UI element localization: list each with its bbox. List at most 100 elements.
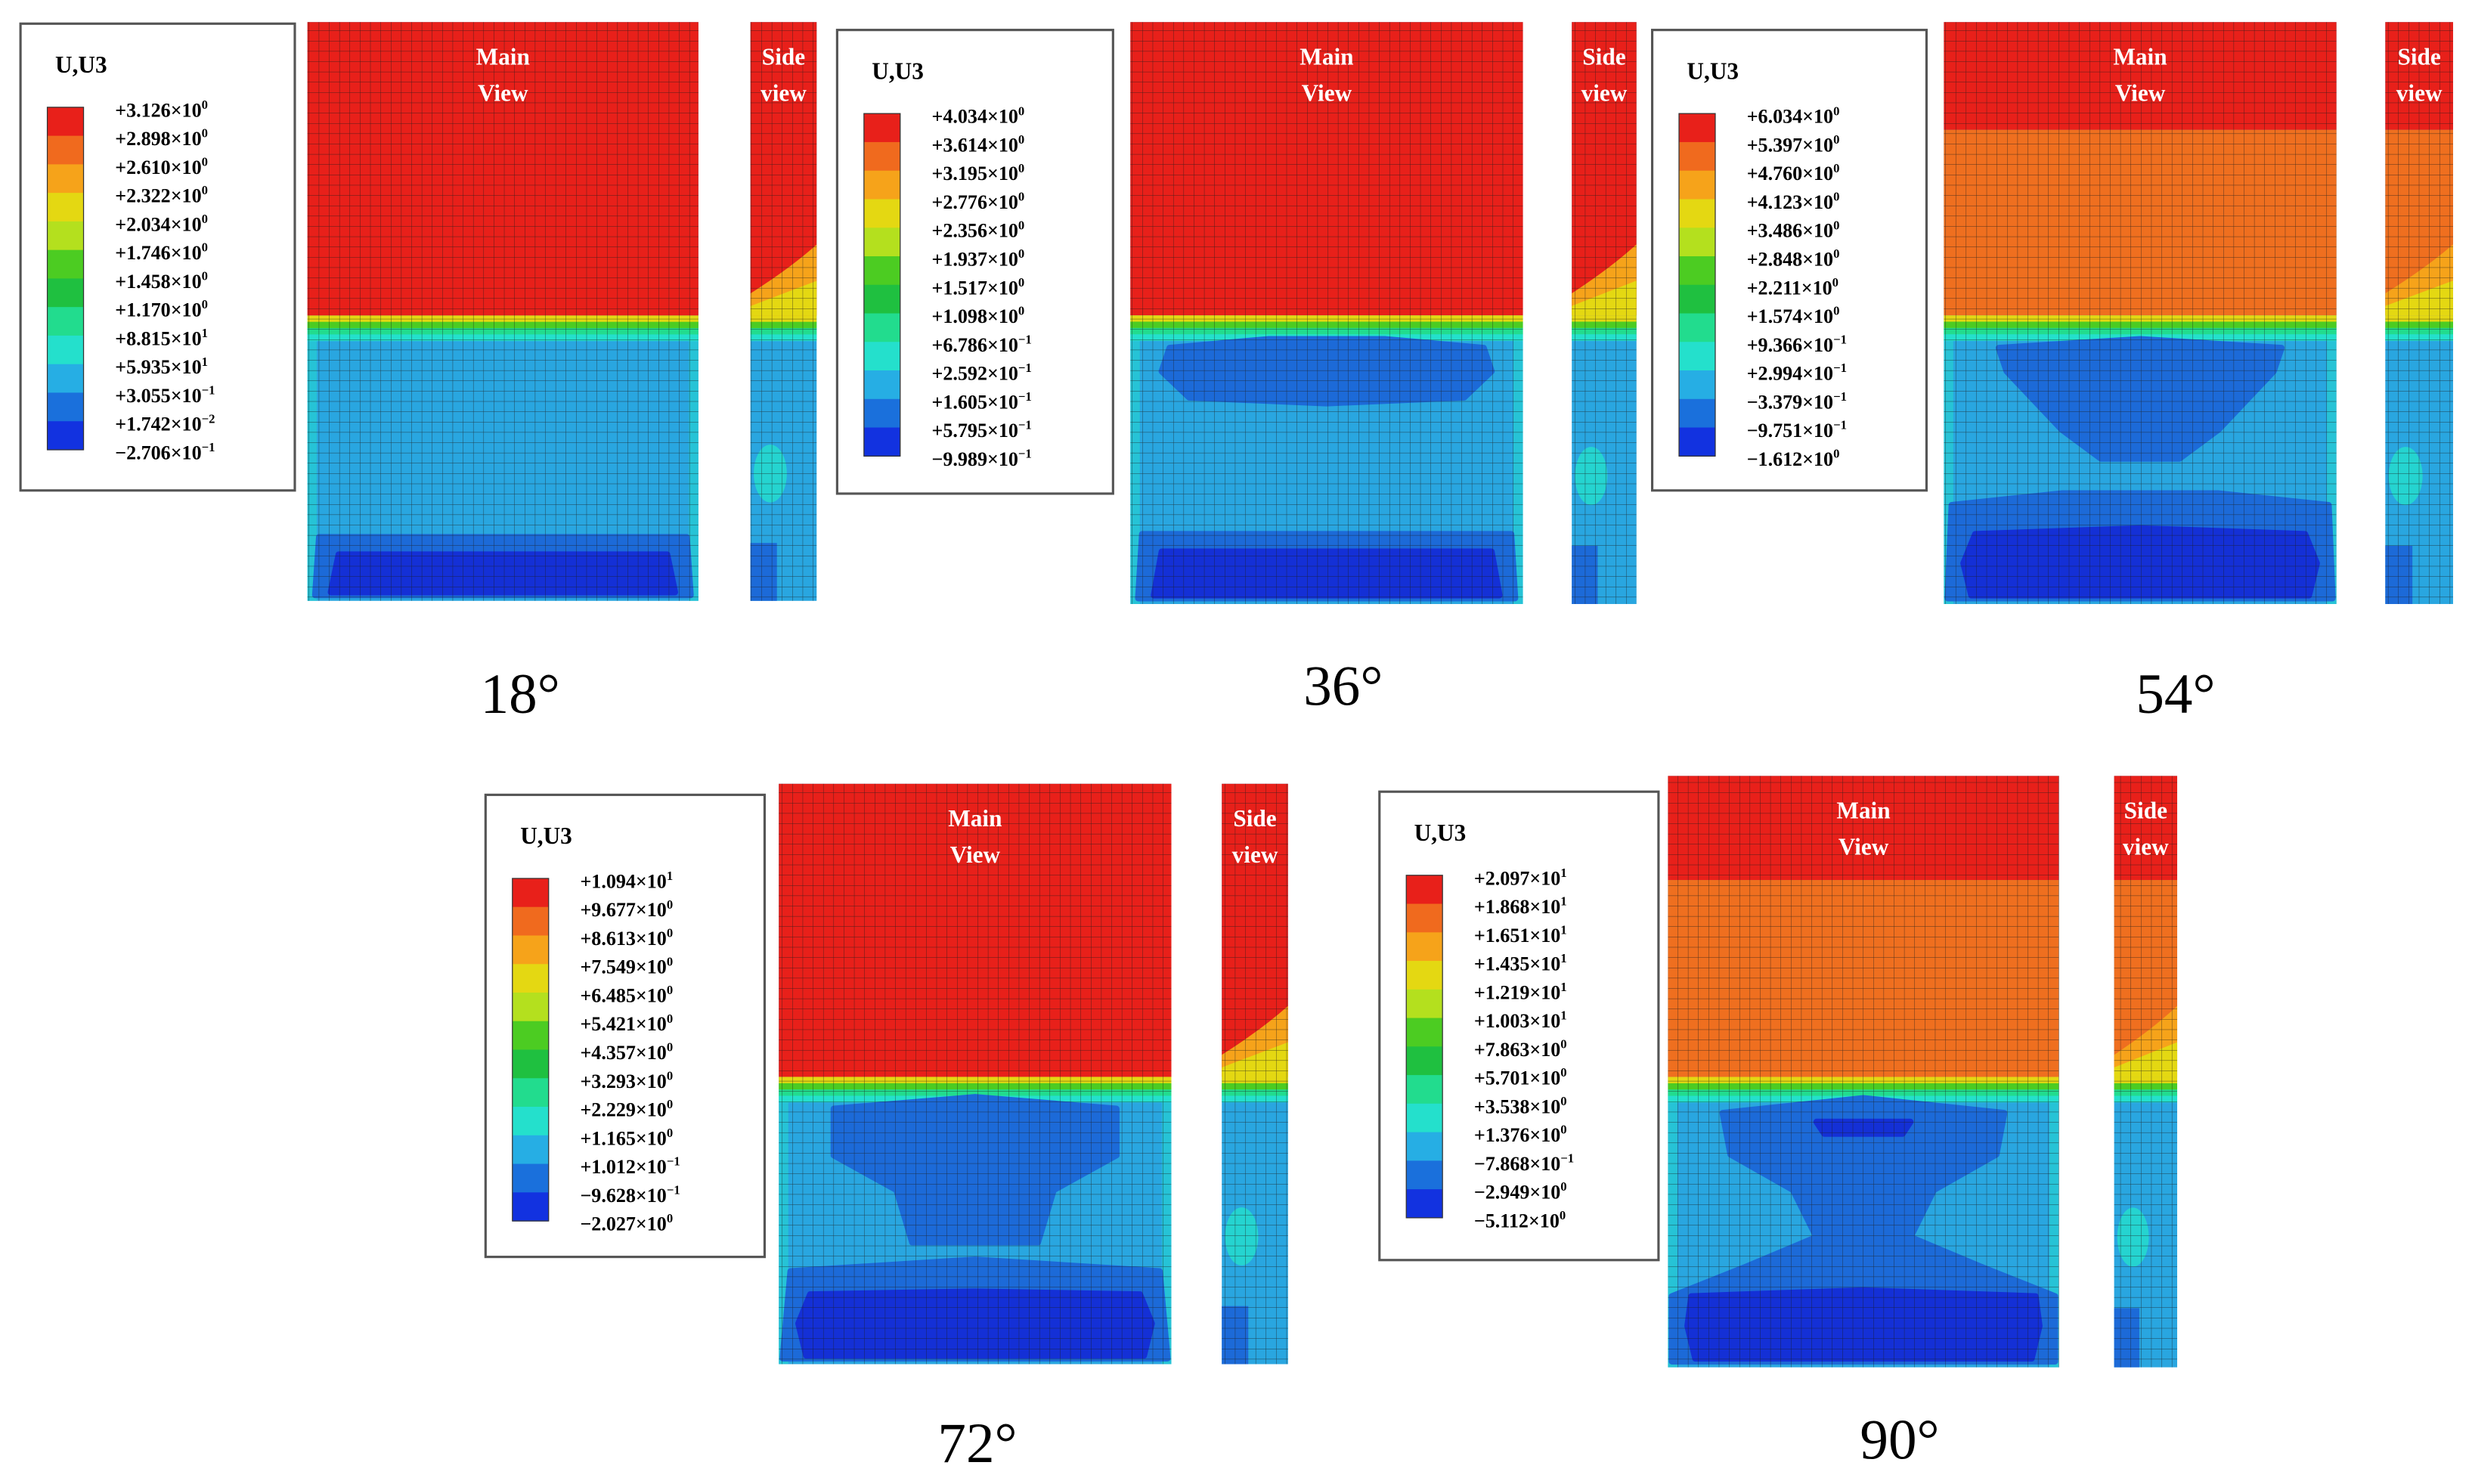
legend-exponent: −1 bbox=[1560, 1151, 1574, 1165]
legend-exponent: 0 bbox=[667, 926, 673, 940]
legend-mantissa: +2.776×10 bbox=[932, 191, 1018, 213]
result-panel: U,U3+3.126×100+2.898×100+2.610×100+2.322… bbox=[19, 22, 817, 726]
legend-swatch bbox=[512, 1021, 549, 1051]
legend-mantissa: +3.126×10 bbox=[115, 99, 201, 121]
legend-label: +1.219×101 bbox=[1474, 980, 1567, 1003]
legend-exponent: −1 bbox=[1018, 361, 1032, 375]
legend-mantissa: +3.486×10 bbox=[1747, 220, 1833, 242]
legend-exponent: 0 bbox=[202, 154, 208, 169]
main-view: Main View bbox=[1130, 22, 1523, 604]
legend-swatch bbox=[1406, 1046, 1443, 1076]
legend-exponent: 0 bbox=[667, 1211, 673, 1225]
main-view: Main View bbox=[1944, 22, 2337, 604]
legend-mantissa: +4.357×10 bbox=[580, 1042, 666, 1064]
legend-title: U,U3 bbox=[1414, 819, 1467, 846]
legend-swatch bbox=[1679, 170, 1715, 200]
legend-swatch bbox=[863, 113, 900, 143]
legend-swatch bbox=[863, 256, 900, 286]
legend-exponent: 1 bbox=[1560, 866, 1566, 880]
legend-mantissa: +2.592×10 bbox=[932, 363, 1018, 385]
side-mesh bbox=[2385, 22, 2453, 604]
legend-label: +1.435×101 bbox=[1474, 951, 1567, 974]
legend-exponent: 0 bbox=[1560, 1123, 1566, 1137]
side-mesh bbox=[2114, 776, 2178, 1368]
legend-swatch bbox=[512, 1078, 549, 1108]
legend-exponent: −1 bbox=[667, 1154, 680, 1169]
legend-label: +8.613×100 bbox=[580, 926, 673, 950]
legend-label: −2.706×10−1 bbox=[115, 440, 215, 463]
legend-label: +3.126×100 bbox=[115, 98, 208, 121]
legend-exponent: 0 bbox=[667, 954, 673, 968]
legend-label: +8.815×101 bbox=[115, 326, 208, 349]
legend-label: +1.651×101 bbox=[1474, 922, 1567, 946]
legend-swatch bbox=[512, 1192, 549, 1222]
angle-caption: 90° bbox=[1860, 1409, 1939, 1472]
legend-swatch bbox=[863, 398, 900, 429]
legend-mantissa: −2.949×10 bbox=[1474, 1182, 1560, 1204]
angle-caption: 18° bbox=[481, 663, 560, 726]
legend: U,U3+4.034×100+3.614×100+3.195×100+2.776… bbox=[835, 29, 1114, 495]
legend-exponent: 1 bbox=[202, 355, 208, 369]
legend-mantissa: +2.610×10 bbox=[115, 156, 201, 178]
legend-mantissa: −9.628×10 bbox=[580, 1185, 666, 1207]
legend-swatch bbox=[1679, 228, 1715, 257]
legend-exponent: −1 bbox=[202, 383, 215, 398]
legend-mantissa: +1.219×10 bbox=[1474, 981, 1560, 1003]
legend-label: +9.366×10−1 bbox=[1747, 332, 1847, 355]
legend-swatch bbox=[1679, 113, 1715, 143]
legend-mantissa: +1.098×10 bbox=[932, 305, 1018, 327]
legend-exponent: 1 bbox=[1560, 951, 1566, 965]
result-panel: U,U3+4.034×100+3.614×100+3.195×100+2.776… bbox=[835, 22, 1637, 717]
main-view-label: Main bbox=[1300, 44, 1353, 70]
legend-swatch bbox=[512, 964, 549, 993]
legend-label: +3.538×100 bbox=[1474, 1094, 1567, 1117]
legend-exponent: 0 bbox=[202, 126, 208, 141]
legend-label: +5.935×101 bbox=[115, 355, 208, 378]
legend-label: −9.751×10−1 bbox=[1747, 418, 1847, 441]
legend-exponent: 0 bbox=[202, 297, 208, 311]
legend-mantissa: +2.211×10 bbox=[1747, 277, 1832, 299]
legend-swatch bbox=[47, 107, 84, 137]
legend-title: U,U3 bbox=[520, 823, 572, 849]
legend-exponent: −1 bbox=[202, 440, 215, 454]
legend-swatch bbox=[1406, 961, 1443, 990]
legend-label: +1.376×100 bbox=[1474, 1123, 1567, 1146]
legend-label: +7.549×100 bbox=[580, 954, 673, 977]
legend-mantissa: +2.848×10 bbox=[1747, 249, 1833, 271]
side-view-label: Side bbox=[762, 44, 805, 70]
legend-swatch bbox=[47, 335, 84, 365]
legend-exponent: 0 bbox=[667, 1012, 673, 1026]
legend-mantissa: +1.605×10 bbox=[932, 391, 1018, 413]
legend-exponent: 1 bbox=[1560, 1008, 1566, 1023]
legend-label: +2.097×101 bbox=[1474, 866, 1567, 889]
legend-mantissa: +1.012×10 bbox=[580, 1156, 666, 1178]
legend-exponent: 1 bbox=[202, 326, 208, 340]
legend-label: −2.027×100 bbox=[580, 1211, 673, 1235]
main-view-label: View bbox=[950, 841, 1001, 868]
main-view-label: View bbox=[478, 80, 528, 107]
legend-mantissa: +6.034×10 bbox=[1747, 106, 1833, 128]
legend-exponent: 0 bbox=[667, 1068, 673, 1083]
legend-label: −3.379×10−1 bbox=[1747, 389, 1847, 413]
angle-caption: 72° bbox=[937, 1412, 1017, 1475]
side-view: Side view bbox=[750, 22, 817, 601]
legend-mantissa: +1.517×10 bbox=[932, 277, 1018, 299]
legend-label: +2.356×100 bbox=[932, 218, 1025, 241]
legend-mantissa: +1.937×10 bbox=[932, 249, 1018, 271]
legend-swatch bbox=[863, 342, 900, 371]
legend-swatch bbox=[47, 392, 84, 422]
legend-swatch bbox=[1679, 199, 1715, 228]
legend-exponent: −1 bbox=[1833, 418, 1847, 432]
legend-label: +1.742×10−2 bbox=[115, 411, 215, 435]
legend-swatch bbox=[863, 228, 900, 257]
legend-label: +2.898×100 bbox=[115, 126, 208, 150]
angle-caption: 36° bbox=[1303, 655, 1383, 717]
legend-mantissa: +2.356×10 bbox=[932, 220, 1018, 242]
legend-label: +1.517×100 bbox=[932, 275, 1025, 299]
legend-mantissa: +2.322×10 bbox=[115, 185, 201, 207]
legend-mantissa: +7.863×10 bbox=[1474, 1039, 1560, 1061]
main-view-label: Main bbox=[948, 805, 1002, 832]
main-view-label: View bbox=[1839, 834, 1889, 860]
mesh-grid bbox=[1668, 776, 2059, 1368]
legend-label: +4.760×100 bbox=[1747, 161, 1840, 184]
